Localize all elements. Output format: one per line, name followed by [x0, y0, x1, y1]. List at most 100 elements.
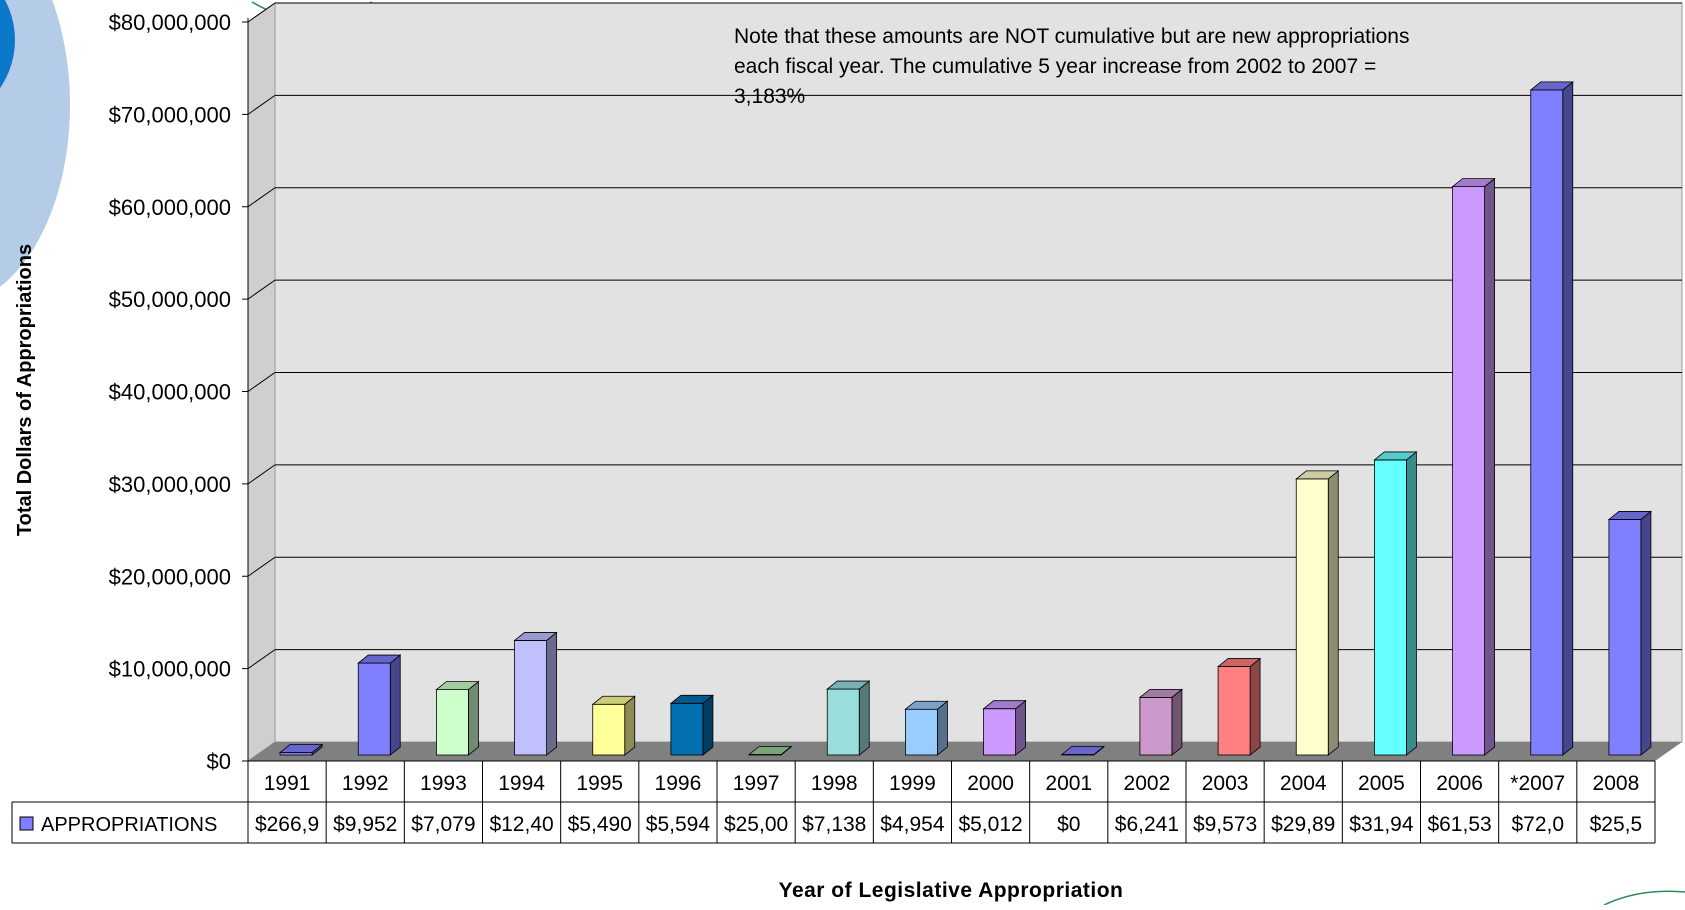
gridline	[247, 279, 1682, 300]
bar-front	[670, 702, 704, 756]
y-tick-label: $30,000,000	[109, 472, 231, 497]
data-label: $12,40	[489, 813, 553, 836]
bar-top	[1138, 688, 1184, 698]
bar-side	[1640, 510, 1652, 756]
data-label: $25,5	[1590, 813, 1643, 836]
bar-side	[1249, 657, 1261, 756]
bar-front	[983, 708, 1016, 756]
bar-side	[1406, 451, 1417, 756]
x-tick-label: 2000	[967, 772, 1014, 795]
bar-side	[389, 654, 401, 756]
gridline-side	[247, 649, 276, 670]
bar-1998	[826, 680, 871, 756]
data-label: $5,490	[568, 813, 632, 836]
x-tick-label: 1994	[498, 772, 545, 795]
bar-1993	[435, 680, 480, 756]
bar-top	[1295, 470, 1340, 480]
bar-2001	[1060, 745, 1105, 756]
bar-side	[1015, 699, 1026, 756]
bar-top	[1607, 511, 1653, 520]
x-tick-label: *2007	[1510, 772, 1565, 795]
gridline	[247, 94, 1682, 115]
bar-front	[357, 662, 391, 756]
bar-top	[747, 746, 793, 755]
bar-top	[1373, 451, 1418, 461]
bar-side	[858, 680, 870, 756]
x-tick-label: 2006	[1436, 772, 1483, 795]
y-tick-label: $40,000,000	[109, 380, 231, 405]
department-seal-logo-bottom	[1603, 890, 1685, 906]
bar-1999	[904, 700, 949, 756]
bar-front	[592, 703, 626, 756]
decor-circle-dark	[0, 0, 15, 88]
bar-top	[826, 680, 871, 690]
data-label: $72,0	[1511, 813, 1564, 836]
x-tick-label: 1999	[889, 772, 936, 795]
bar-2008	[1607, 510, 1653, 756]
data-label: $9,573	[1193, 813, 1257, 836]
gridline-side	[247, 94, 276, 115]
y-axis-title: Total Dollars of Appropriations	[14, 244, 36, 536]
bar-front	[1374, 459, 1407, 756]
bar-1995	[591, 695, 636, 756]
bar-1996	[669, 694, 715, 756]
data-table: 1991 $266,9 1992 $9,952 1993 $7,079 1994 $12,40…	[11, 760, 1656, 844]
x-tick-label: 2001	[1045, 772, 1092, 795]
data-label: $29,89	[1271, 813, 1335, 836]
x-tick-label: 1995	[576, 772, 623, 795]
y-tick-label: $10,000,000	[109, 657, 231, 682]
bar-side	[1562, 81, 1574, 756]
x-tick-label: 1997	[733, 772, 780, 795]
y-axis: $0 $10,000,000 $20,000,000 $30,000,000 $40,0…	[109, 10, 248, 774]
x-tick-label: 1992	[342, 772, 389, 795]
bar-front	[514, 640, 547, 756]
x-tick-label: 1996	[655, 772, 702, 795]
bar-front	[436, 689, 469, 756]
data-label: $6,241	[1115, 813, 1179, 836]
bar-side	[468, 680, 479, 756]
bar-top	[435, 681, 480, 691]
gridline	[247, 2, 1682, 23]
x-tick-label: 1993	[420, 772, 467, 795]
legend-label: APPROPRIATIONS	[41, 814, 217, 836]
bar-side	[1327, 470, 1339, 756]
bar-top	[513, 632, 558, 641]
bar-side	[937, 700, 948, 756]
bar-top	[904, 700, 949, 710]
bar-top	[1451, 178, 1496, 188]
gridline-side	[247, 556, 276, 577]
y-tick-label: $80,000,000	[109, 10, 231, 35]
y-tick-label: $70,000,000	[109, 102, 231, 127]
axis-labels: Total Dollars of Appropriations Year of …	[14, 244, 1123, 902]
bar-front	[1452, 186, 1485, 756]
bar-1992	[357, 654, 402, 756]
data-label: $7,138	[802, 813, 866, 836]
bar-top	[982, 700, 1027, 710]
bar-front	[1295, 478, 1329, 756]
gridline-side	[247, 187, 276, 208]
bar-side	[1171, 688, 1183, 756]
gridline	[247, 187, 1682, 208]
data-label: $0	[1057, 813, 1080, 836]
x-tick-label: 2002	[1124, 772, 1171, 795]
gridline	[247, 372, 1682, 392]
gridline-side	[247, 279, 276, 300]
y-tick-label: $20,000,000	[109, 564, 231, 589]
bar-1991	[278, 743, 324, 756]
gridline	[247, 649, 1682, 670]
legend-swatch	[19, 816, 34, 831]
bar-front	[1217, 666, 1251, 756]
bar-top	[1216, 658, 1262, 667]
data-label: $25,00	[724, 813, 788, 836]
annotation-note: Note that these amounts are NOT cumulati…	[734, 25, 1409, 108]
bar-*2007	[1529, 81, 1574, 756]
x-tick-label: 2008	[1593, 772, 1640, 795]
bar-2003	[1216, 657, 1262, 756]
gridline	[247, 464, 1682, 485]
x-axis-title: Year of Legislative Appropriation	[779, 879, 1124, 902]
bar-top	[669, 694, 715, 704]
y-tick-label: $60,000,000	[109, 195, 231, 220]
data-label: $9,952	[333, 813, 397, 836]
